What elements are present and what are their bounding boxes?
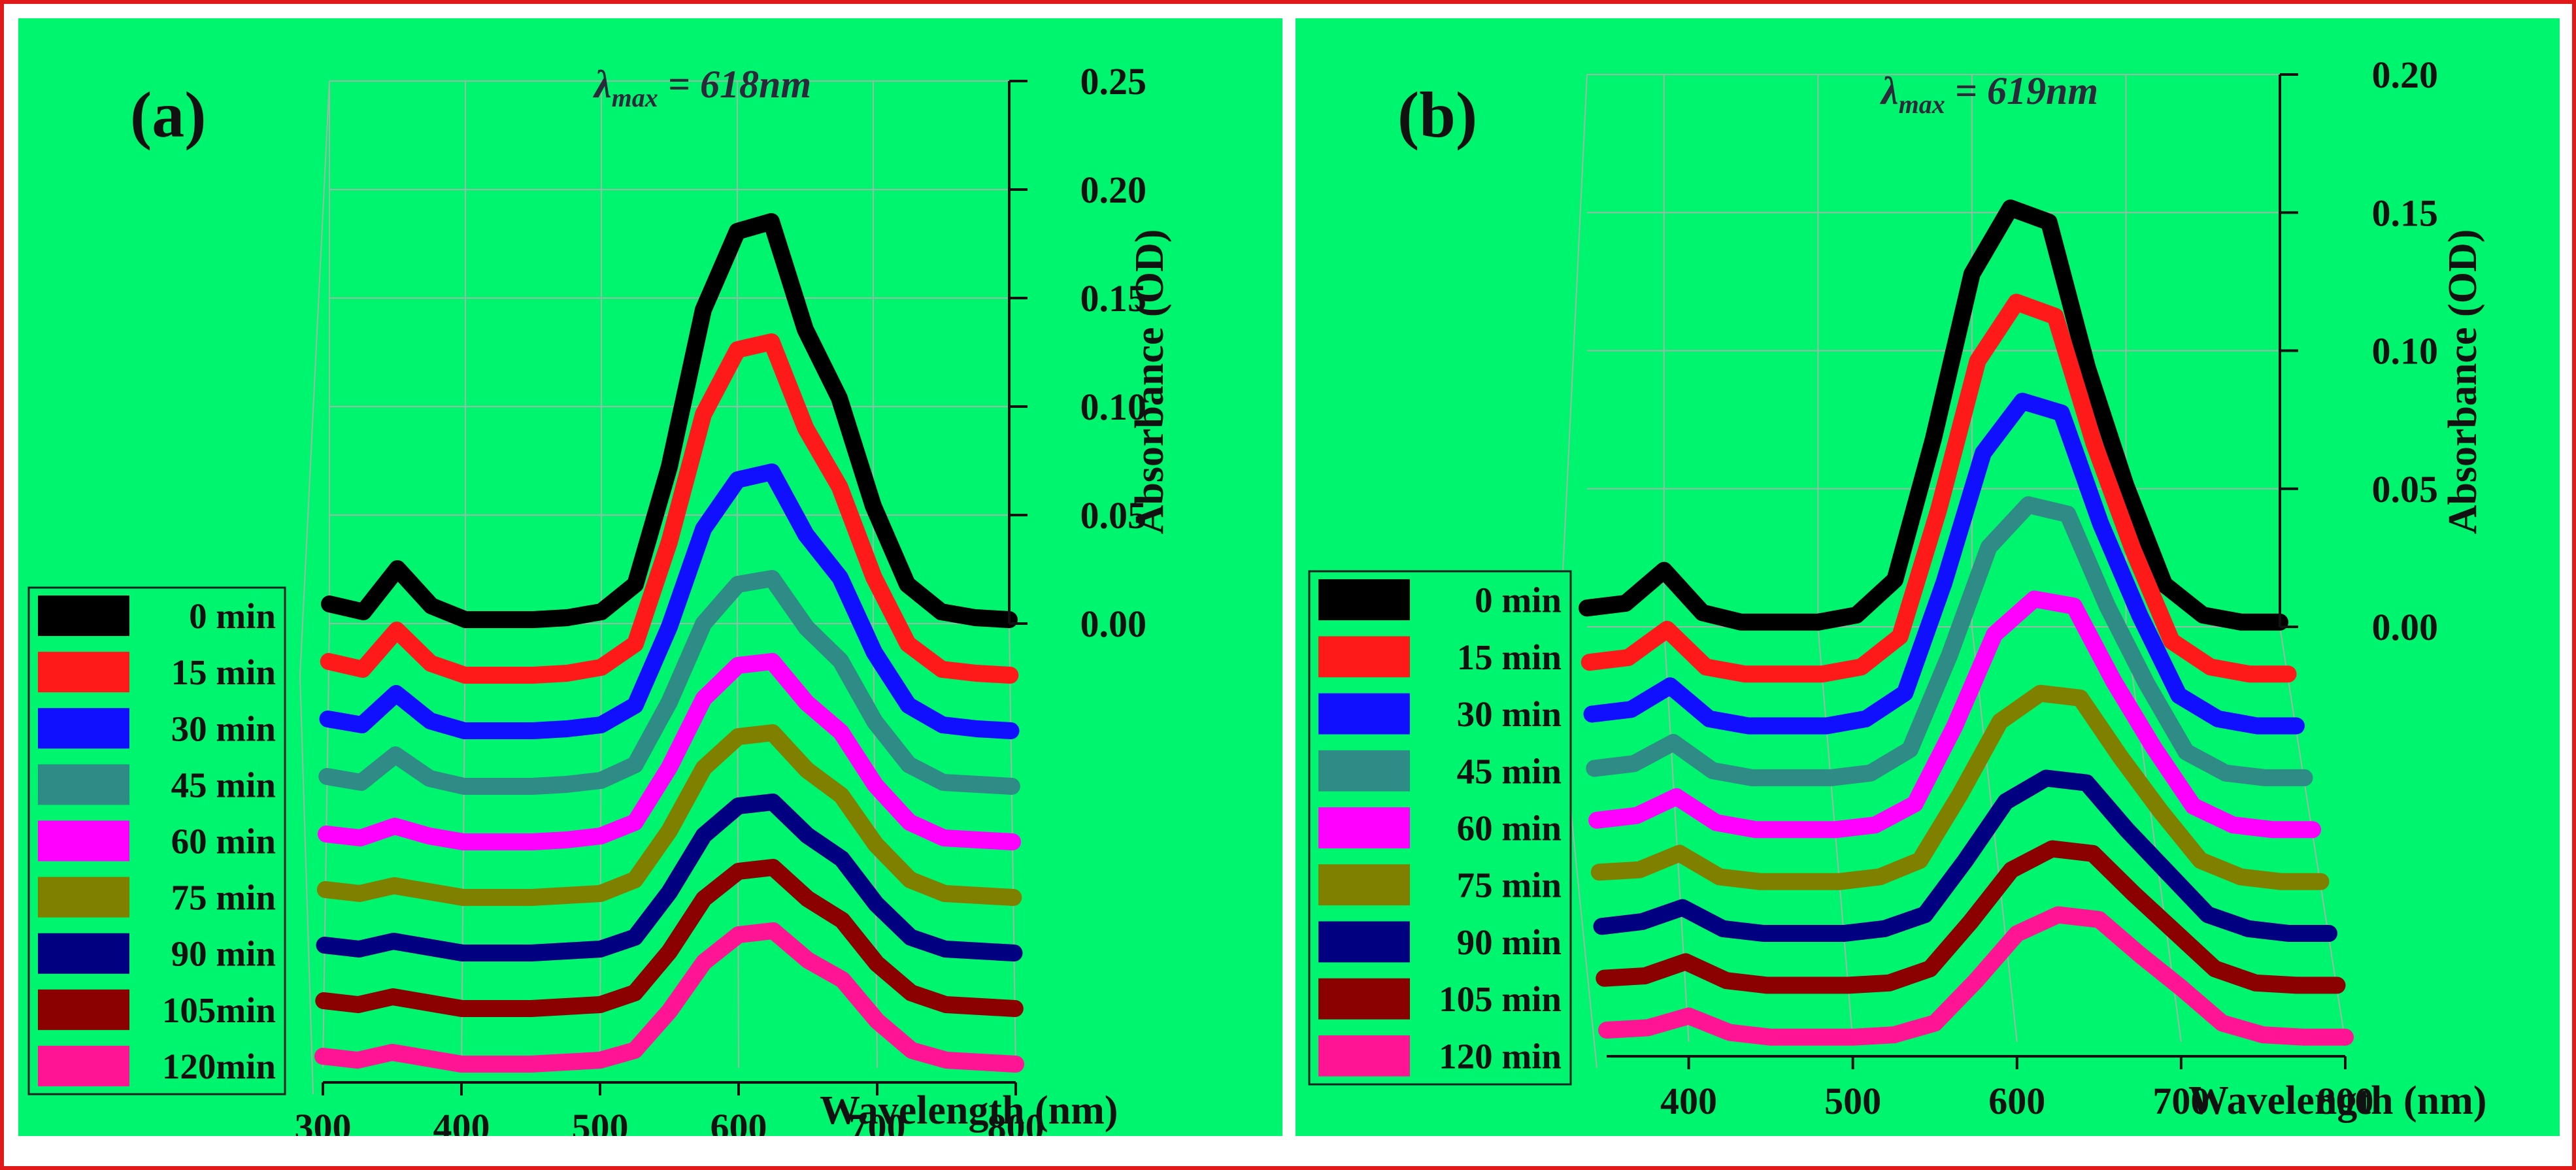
legend-swatch-105min bbox=[38, 989, 129, 1030]
series-line-90-min bbox=[316, 794, 1023, 961]
legend-swatch-120min bbox=[38, 1045, 129, 1086]
legend-label-60-min: 60 min bbox=[1457, 809, 1562, 848]
side-wall-outline bbox=[299, 80, 330, 1095]
series-line-0-min bbox=[1579, 199, 2288, 631]
y-tick-label-1: 0.05 bbox=[2372, 468, 2439, 510]
legend-label-15-min: 15 min bbox=[171, 652, 276, 692]
series-line-105min bbox=[315, 859, 1024, 1017]
panel-label-b: (b) bbox=[1397, 78, 1477, 151]
legend-swatch-120-min bbox=[1318, 1035, 1410, 1077]
legend-label-45-min: 45 min bbox=[1457, 751, 1562, 791]
legend-swatch-75-min bbox=[38, 877, 129, 918]
series-line-45-min bbox=[1586, 496, 2313, 786]
legend-label-90-min: 90 min bbox=[1457, 922, 1562, 962]
panel-label-a: (a) bbox=[130, 78, 207, 151]
legend-label-105-min: 105 min bbox=[1439, 979, 1562, 1019]
y-tick-label-3: 0.15 bbox=[2372, 192, 2439, 234]
legend-label-90-min: 90 min bbox=[171, 934, 276, 974]
panel-border bbox=[16, 16, 1285, 1139]
floor-grid-line-2 bbox=[1971, 626, 2018, 1043]
legend-label-30-min: 30 min bbox=[1457, 694, 1562, 734]
legend-label-60-min: 60 min bbox=[171, 822, 276, 861]
legend-swatch-0-min bbox=[38, 595, 129, 637]
series-line-60-min bbox=[318, 653, 1021, 850]
x-tick-label-4: 700 bbox=[849, 1106, 906, 1139]
y-tick-label-4: 0.20 bbox=[1080, 169, 1147, 211]
legend-swatch-30-min bbox=[38, 708, 129, 749]
x-tick-label-1: 400 bbox=[433, 1106, 490, 1139]
x-tick-label-0: 300 bbox=[295, 1106, 352, 1139]
legend-label-0-min: 0 min bbox=[189, 596, 276, 636]
series-line-90-min bbox=[1593, 769, 2337, 942]
legend-swatch-15-min bbox=[1318, 636, 1410, 678]
legend-swatch-105-min bbox=[1318, 978, 1410, 1020]
y-tick-label-2: 0.10 bbox=[2372, 330, 2439, 373]
y-tick-label-0: 0.00 bbox=[2372, 606, 2439, 648]
series-line-75-min bbox=[1590, 684, 2330, 890]
panel-a-chart: 300 400 500 600 700 800 0.00 0.05 0.10 0.15 0.20 0.… bbox=[16, 16, 1285, 1139]
panel-border bbox=[1293, 16, 2562, 1139]
y-tick-label-3: 0.15 bbox=[1080, 277, 1147, 320]
series-line-30-min bbox=[1583, 392, 2305, 735]
legend-label-15-min: 15 min bbox=[1457, 637, 1562, 677]
series-line-120min bbox=[314, 922, 1024, 1073]
series-line-120-min bbox=[1598, 906, 2354, 1046]
legend-swatch-75-min bbox=[1318, 864, 1410, 906]
lambda-max-annotation: λmax = 619nm bbox=[1879, 69, 2098, 119]
legend-swatch-90-min bbox=[38, 933, 129, 974]
series-line-60-min bbox=[1588, 590, 2321, 839]
x-tick-label-3: 600 bbox=[711, 1106, 767, 1139]
legend-swatch-0-min bbox=[1318, 579, 1410, 621]
legend-swatch-45-min bbox=[38, 764, 129, 805]
y-axis-title: Absorbance (OD) bbox=[1128, 229, 1172, 535]
y-tick-label-0: 0.00 bbox=[1080, 603, 1147, 645]
legend-label-30-min: 30 min bbox=[171, 709, 276, 748]
legend-label-75-min: 75 min bbox=[171, 878, 276, 918]
series-line-75-min bbox=[316, 724, 1022, 906]
floor-grid-line-2 bbox=[599, 623, 602, 1069]
legend-swatch-90-min bbox=[1318, 921, 1410, 963]
series-line-30-min bbox=[319, 463, 1020, 739]
floor-grid-line-3 bbox=[737, 623, 739, 1069]
y-tick-label-4: 0.20 bbox=[2372, 54, 2439, 96]
x-tick-label-0: 400 bbox=[1660, 1080, 1717, 1122]
x-axis-title: Wavelength (nm) bbox=[820, 1088, 1118, 1133]
series-line-105-min bbox=[1596, 840, 2346, 994]
lambda-max-annotation: λmax = 618nm bbox=[592, 63, 811, 112]
legend-label-0-min: 0 min bbox=[1475, 580, 1562, 620]
x-tick-label-2: 500 bbox=[572, 1106, 629, 1139]
y-tick-label-2: 0.10 bbox=[1080, 386, 1147, 428]
panel-b-chart: 400 500 600 700 800 0.00 0.05 0.10 0.15 0.20 Wavel… bbox=[1293, 16, 2562, 1139]
x-tick-label-2: 600 bbox=[1988, 1080, 2045, 1122]
legend-label-120min: 120min bbox=[162, 1046, 276, 1086]
legend-swatch-30-min bbox=[1318, 693, 1410, 735]
legend-swatch-60-min bbox=[1318, 807, 1410, 848]
y-axis-title: Absorbance (OD) bbox=[2441, 229, 2485, 535]
legend-swatch-60-min bbox=[38, 820, 129, 861]
legend-swatch-45-min bbox=[1318, 750, 1410, 792]
series-line-15-min bbox=[1581, 293, 2297, 683]
series-line-45-min bbox=[318, 570, 1020, 795]
legend-label-105min: 105min bbox=[162, 990, 276, 1030]
x-axis-title: Wavelength (nm) bbox=[2188, 1078, 2486, 1123]
x-tick-label-1: 500 bbox=[1824, 1080, 1881, 1122]
series-line-15-min bbox=[320, 333, 1019, 684]
x-tick-label-3: 700 bbox=[2152, 1080, 2209, 1122]
x-tick-label-5: 800 bbox=[988, 1106, 1045, 1139]
y-tick-label-1: 0.05 bbox=[1080, 494, 1147, 537]
legend-label-120-min: 120 min bbox=[1439, 1036, 1562, 1076]
legend-swatch-15-min bbox=[38, 652, 129, 693]
legend-label-45-min: 45 min bbox=[171, 765, 276, 805]
series-line-0-min bbox=[321, 213, 1018, 628]
x-tick-label-4: 800 bbox=[2317, 1080, 2374, 1122]
y-tick-label-5: 0.25 bbox=[1080, 60, 1147, 103]
legend-label-75-min: 75 min bbox=[1457, 865, 1562, 905]
